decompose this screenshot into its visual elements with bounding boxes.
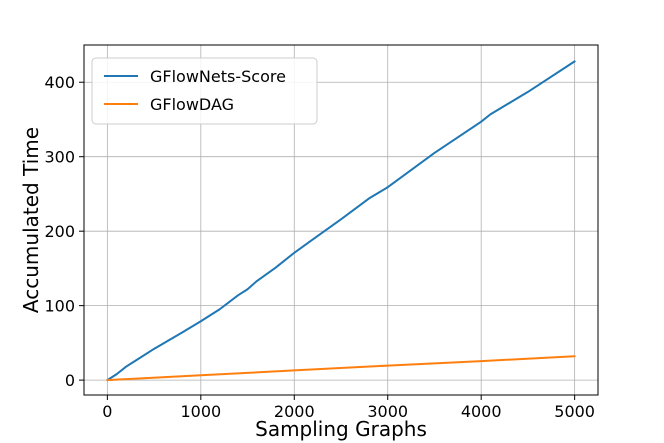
series-layer [106,60,576,382]
x-tick-label: 4000 [461,402,502,421]
x-tick-label: 2000 [274,402,315,421]
y-axis-label: Accumulated Time [19,127,43,313]
y-tick-label: 200 [44,222,75,241]
x-tick-label: 1000 [180,402,221,421]
y-tick-label: 300 [44,148,75,167]
y-tick-label: 400 [44,73,75,92]
x-axis-label: Sampling Graphs [255,417,427,441]
y-tick-label: 100 [44,297,75,316]
legend-label-2: GFlowDAG [150,95,234,114]
x-tick-label: 5000 [554,402,595,421]
series-line-1 [106,60,576,382]
legend-box [91,57,318,125]
x-tick-label: 3000 [367,402,408,421]
y-tick-label: 0 [65,371,75,390]
legend-label-1: GFlowNets-Score [150,67,286,86]
ticks: 0 1000 2000 3000 4000 5000 0 100 200 300 400 [44,73,595,421]
series-line-2 [106,355,576,382]
plot-frame [83,44,599,396]
legend: GFlowNets-Score GFlowDAG [91,57,318,125]
x-tick-label: 0 [102,402,112,421]
